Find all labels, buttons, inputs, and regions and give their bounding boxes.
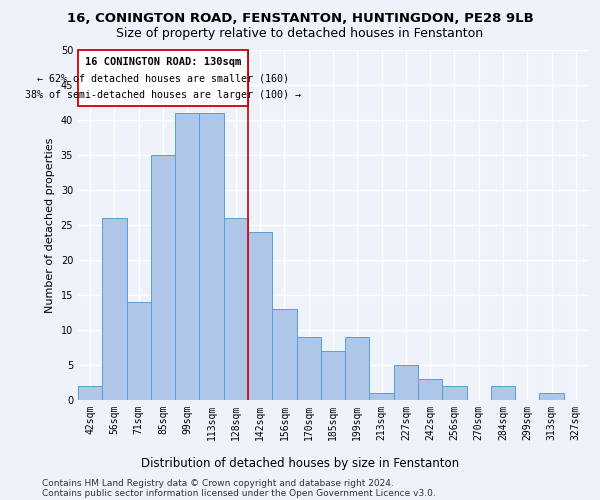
Bar	[102, 218, 127, 400]
Bar	[272, 309, 296, 400]
Text: Contains HM Land Registry data © Crown copyright and database right 2024.: Contains HM Land Registry data © Crown c…	[42, 479, 394, 488]
Text: 16 CONINGTON ROAD: 130sqm: 16 CONINGTON ROAD: 130sqm	[85, 57, 241, 67]
Bar	[370, 393, 394, 400]
Text: Size of property relative to detached houses in Fenstanton: Size of property relative to detached ho…	[116, 28, 484, 40]
Text: ← 62% of detached houses are smaller (160): ← 62% of detached houses are smaller (16…	[37, 74, 289, 84]
Bar	[151, 155, 175, 400]
Bar	[442, 386, 467, 400]
Bar	[175, 113, 199, 400]
Bar	[127, 302, 151, 400]
Bar	[539, 393, 564, 400]
Bar	[394, 365, 418, 400]
Bar	[248, 232, 272, 400]
Text: Distribution of detached houses by size in Fenstanton: Distribution of detached houses by size …	[141, 458, 459, 470]
Text: Contains public sector information licensed under the Open Government Licence v3: Contains public sector information licen…	[42, 489, 436, 498]
Bar	[296, 337, 321, 400]
Text: 38% of semi-detached houses are larger (100) →: 38% of semi-detached houses are larger (…	[25, 90, 301, 100]
Bar	[321, 351, 345, 400]
Bar	[345, 337, 370, 400]
Bar	[199, 113, 224, 400]
Bar	[78, 386, 102, 400]
Text: 16, CONINGTON ROAD, FENSTANTON, HUNTINGDON, PE28 9LB: 16, CONINGTON ROAD, FENSTANTON, HUNTINGD…	[67, 12, 533, 26]
Bar	[418, 379, 442, 400]
Bar	[491, 386, 515, 400]
Bar	[224, 218, 248, 400]
Y-axis label: Number of detached properties: Number of detached properties	[45, 138, 55, 312]
FancyBboxPatch shape	[78, 50, 248, 106]
